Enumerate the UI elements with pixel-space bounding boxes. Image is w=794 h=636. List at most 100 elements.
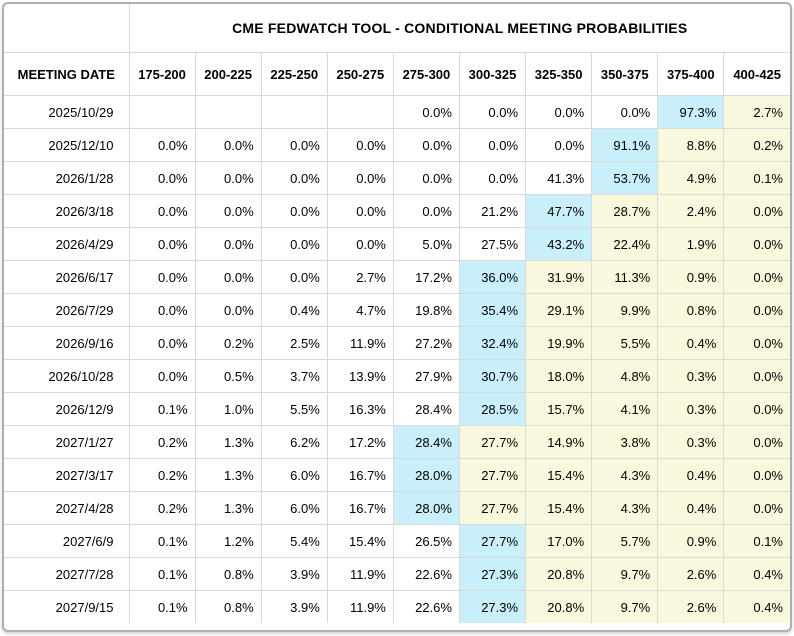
probability-cell: 27.5% — [458, 227, 527, 261]
probability-cell: 27.9% — [392, 359, 460, 393]
probability-cell: 0.0% — [326, 227, 394, 261]
probability-cell: 0.0% — [723, 359, 790, 393]
probability-cell-max: 36.0% — [458, 260, 527, 294]
table-row: 2027/7/28 0.1% 0.8% 3.9% 11.9% 22.6% 27.3% 20.8… — [4, 557, 790, 591]
probability-cell-max: 28.4% — [392, 425, 460, 459]
probability-cell: 0.0% — [723, 458, 790, 492]
probability-cell: 2.7% — [723, 95, 790, 129]
probability-cell-max: 97.3% — [657, 95, 725, 129]
probability-cell: 4.7% — [326, 293, 394, 327]
probability-cell: 2.4% — [657, 194, 725, 228]
probability-cell: 0.0% — [260, 227, 328, 261]
probability-cell: 0.1% — [128, 590, 196, 624]
meeting-date-cell: 2026/1/28 — [4, 161, 130, 195]
probability-cell — [128, 95, 196, 129]
probability-cell: 0.8% — [657, 293, 725, 327]
probability-cell-max: 32.4% — [458, 326, 527, 360]
probability-cell: 0.0% — [723, 326, 790, 360]
probability-cell: 0.4% — [657, 326, 725, 360]
probability-cell: 4.9% — [657, 161, 725, 195]
probability-cell: 29.1% — [525, 293, 593, 327]
probability-cell: 0.0% — [128, 161, 196, 195]
probability-cell: 27.7% — [458, 425, 527, 459]
probability-cell: 6.2% — [260, 425, 328, 459]
probability-cell: 11.3% — [591, 260, 659, 294]
probability-cell: 6.0% — [260, 491, 328, 525]
meeting-date-cell: 2026/4/29 — [4, 227, 130, 261]
probability-cell: 11.9% — [326, 326, 394, 360]
probability-cell: 0.0% — [194, 293, 262, 327]
probability-cell — [326, 95, 394, 129]
probability-cell: 5.7% — [591, 524, 659, 558]
column-header-200-225: 200-225 — [194, 52, 262, 96]
meeting-date-cell: 2027/7/28 — [4, 557, 130, 591]
meeting-date-cell: 2026/3/18 — [4, 194, 130, 228]
column-header-300-325: 300-325 — [458, 52, 527, 96]
probability-cell: 1.3% — [194, 458, 262, 492]
probability-cell: 0.2% — [194, 326, 262, 360]
meeting-date-cell: 2027/3/17 — [4, 458, 130, 492]
probability-cell: 0.4% — [723, 590, 790, 624]
meeting-date-cell: 2025/12/10 — [4, 128, 130, 162]
table-row: 2025/12/10 0.0% 0.0% 0.0% 0.0% 0.0% 0.0% 0.0% 91… — [4, 128, 790, 162]
probability-cell: 0.2% — [128, 425, 196, 459]
column-header-400-425: 400-425 — [723, 52, 790, 96]
probability-cell: 0.0% — [194, 260, 262, 294]
probability-cell: 0.4% — [260, 293, 328, 327]
probability-cell: 2.6% — [657, 557, 725, 591]
probability-cell: 0.1% — [723, 524, 790, 558]
probability-cell: 9.9% — [591, 293, 659, 327]
meeting-date-cell: 2027/9/15 — [4, 590, 130, 624]
probability-cell: 28.4% — [392, 392, 460, 426]
probability-cell: 2.5% — [260, 326, 328, 360]
probability-cell: 5.5% — [591, 326, 659, 360]
column-header-250-275: 250-275 — [326, 52, 394, 96]
table-row: 2026/7/29 0.0% 0.0% 0.4% 4.7% 19.8% 35.4% 29.1%… — [4, 293, 790, 327]
probability-cell: 15.4% — [525, 491, 593, 525]
probability-cell: 18.0% — [525, 359, 593, 393]
probability-cell: 0.0% — [260, 161, 328, 195]
probability-cell: 0.8% — [194, 557, 262, 591]
column-header-meeting-date: MEETING DATE — [4, 52, 130, 96]
probability-cell: 41.3% — [525, 161, 593, 195]
probability-cell: 0.3% — [657, 392, 725, 426]
probability-cell: 0.0% — [723, 293, 790, 327]
probability-cell-max: 28.5% — [458, 392, 527, 426]
fedwatch-probability-table: CME FEDWATCH TOOL - CONDITIONAL MEETING … — [4, 4, 790, 624]
probability-cell: 0.0% — [260, 260, 328, 294]
probability-cell: 13.9% — [326, 359, 394, 393]
probability-cell-max: 30.7% — [458, 359, 527, 393]
probability-cell: 1.3% — [194, 425, 262, 459]
probability-cell: 5.5% — [260, 392, 328, 426]
probability-cell: 15.4% — [326, 524, 394, 558]
probability-cell: 0.1% — [128, 392, 196, 426]
table-row: 2027/1/27 0.2% 1.3% 6.2% 17.2% 28.4% 27.7% 14.9… — [4, 425, 790, 459]
probability-cell: 0.8% — [194, 590, 262, 624]
column-header-325-350: 325-350 — [525, 52, 593, 96]
probability-cell: 0.0% — [591, 95, 659, 129]
table-row: 2027/4/28 0.2% 1.3% 6.0% 16.7% 28.0% 27.7% 15.4… — [4, 491, 790, 525]
column-header-175-200: 175-200 — [128, 52, 196, 96]
probability-cell — [260, 95, 328, 129]
probability-cell-max: 53.7% — [591, 161, 659, 195]
probability-cell: 0.0% — [128, 359, 196, 393]
probability-cell: 9.7% — [591, 590, 659, 624]
probability-cell: 0.0% — [194, 161, 262, 195]
table-row: 2027/6/9 0.1% 1.2% 5.4% 15.4% 26.5% 27.7% 17.0%… — [4, 524, 790, 558]
meeting-date-cell: 2026/7/29 — [4, 293, 130, 327]
probability-cell: 0.4% — [723, 557, 790, 591]
meeting-date-cell: 2026/10/28 — [4, 359, 130, 393]
probability-cell: 3.7% — [260, 359, 328, 393]
probability-cell: 4.1% — [591, 392, 659, 426]
probability-cell: 27.2% — [392, 326, 460, 360]
meeting-date-cell: 2026/9/16 — [4, 326, 130, 360]
probability-cell: 0.2% — [128, 458, 196, 492]
probability-cell: 0.0% — [525, 128, 593, 162]
probability-cell: 0.0% — [194, 128, 262, 162]
probability-cell: 27.7% — [458, 491, 527, 525]
table-row: 2027/9/15 0.1% 0.8% 3.9% 11.9% 22.6% 27.3% 20.8… — [4, 590, 790, 624]
probability-cell-max: 27.3% — [458, 590, 527, 624]
probability-cell: 0.0% — [194, 194, 262, 228]
probability-cell: 0.0% — [128, 260, 196, 294]
